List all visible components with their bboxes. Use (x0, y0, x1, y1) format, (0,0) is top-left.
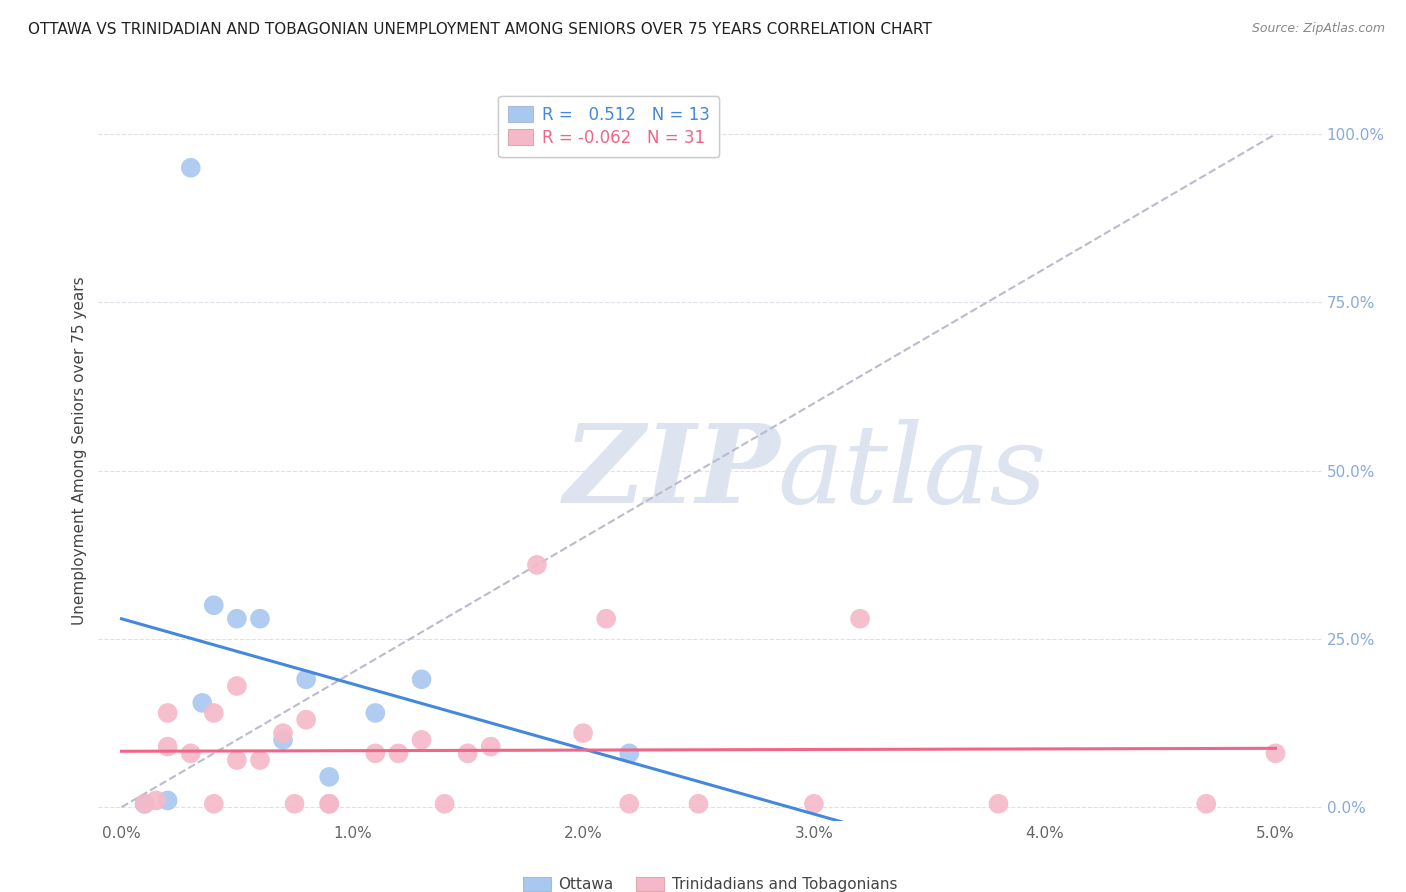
Point (411, 732, 433, 747)
Point (295, 673, 318, 687)
Point (134, 797, 156, 811)
Point (202, 797, 225, 811)
Legend: R =   0.512   N = 13, R = -0.062   N = 31: R = 0.512 N = 13, R = -0.062 N = 31 (498, 96, 720, 157)
Point (364, 706, 387, 720)
Point (225, 753, 247, 767)
Point (295, 713, 318, 727)
Point (849, 612, 872, 626)
Text: ZIP: ZIP (564, 419, 780, 526)
Point (145, 793, 167, 807)
Point (156, 706, 179, 720)
Point (1195, 797, 1218, 811)
Point (479, 739, 502, 754)
Point (803, 797, 825, 811)
Point (156, 793, 179, 807)
Y-axis label: Unemployment Among Seniors over 75 years: Unemployment Among Seniors over 75 years (72, 277, 87, 624)
Point (457, 747, 479, 761)
Point (180, 747, 202, 761)
Point (225, 679, 247, 693)
Point (156, 739, 179, 754)
Point (318, 797, 340, 811)
Point (619, 747, 641, 761)
Point (202, 706, 225, 720)
Point (318, 797, 340, 811)
Point (180, 161, 202, 175)
Point (595, 612, 617, 626)
Point (526, 558, 548, 572)
Point (318, 770, 340, 784)
Point (572, 726, 595, 740)
Point (249, 612, 271, 626)
Point (411, 673, 433, 687)
Point (284, 797, 307, 811)
Point (1264, 747, 1286, 761)
Point (202, 599, 225, 613)
Point (134, 797, 156, 811)
Point (364, 747, 387, 761)
Point (619, 797, 641, 811)
Text: atlas: atlas (778, 419, 1047, 526)
Point (191, 696, 214, 710)
Point (225, 612, 247, 626)
Point (387, 747, 409, 761)
Point (271, 732, 294, 747)
Text: OTTAWA VS TRINIDADIAN AND TOBAGONIAN UNEMPLOYMENT AMONG SENIORS OVER 75 YEARS CO: OTTAWA VS TRINIDADIAN AND TOBAGONIAN UNE… (28, 22, 932, 37)
Point (271, 726, 294, 740)
Text: Source: ZipAtlas.com: Source: ZipAtlas.com (1251, 22, 1385, 36)
Point (987, 797, 1010, 811)
Point (433, 797, 456, 811)
Point (688, 797, 710, 811)
Point (249, 753, 271, 767)
